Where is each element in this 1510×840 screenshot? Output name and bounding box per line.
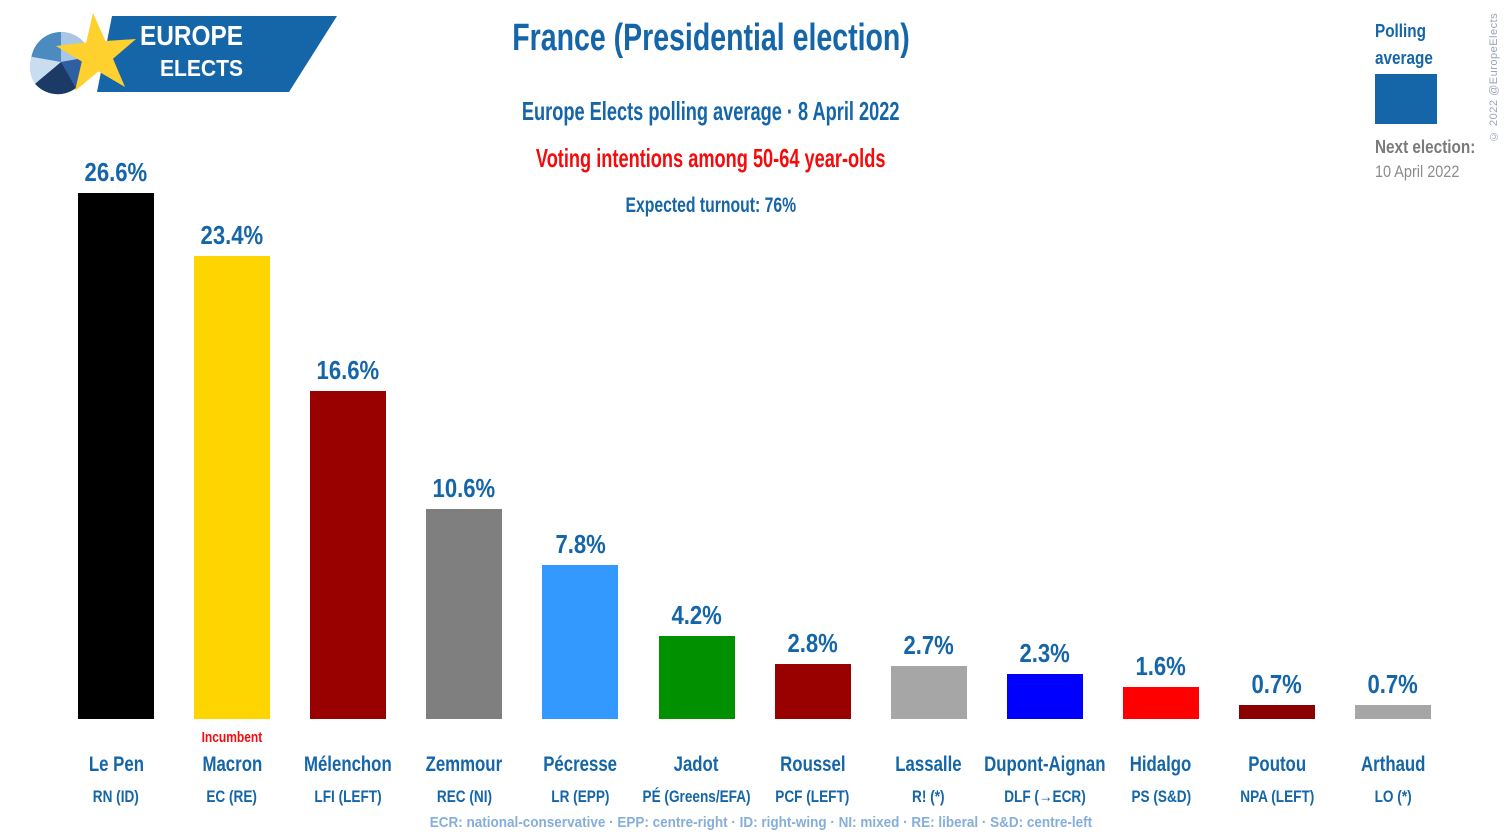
logo-banner	[97, 16, 337, 92]
bar-value-label: 16.6%	[316, 355, 380, 385]
party-label: RN (ID)	[92, 787, 140, 806]
bar-value-label: 0.7%	[1367, 669, 1419, 699]
candidate-label: Zemmour	[426, 753, 503, 776]
candidate-label: Mélenchon	[304, 753, 393, 776]
party-label: PS (S&D)	[1131, 787, 1191, 806]
bar-lassalle	[890, 666, 967, 719]
bar-value-label: 1.6%	[1135, 651, 1187, 681]
party-label: LFI (LEFT)	[314, 787, 382, 806]
party-label: REC (NI)	[436, 787, 492, 806]
bar-poutou	[1239, 705, 1315, 719]
polling-average-label: Polling average	[1375, 21, 1433, 68]
footer-legend: ECR: national-conservative · EPP: centre…	[429, 814, 1093, 831]
candidate-label: Lassalle	[895, 753, 962, 776]
bar-macron	[194, 256, 271, 719]
header: France (Presidential election) Europe El…	[111, 0, 1311, 230]
party-label: DLF (→ECR)	[1003, 787, 1086, 806]
bar-value-label: 0.7%	[1251, 669, 1303, 699]
bar-value-label: 4.2%	[671, 600, 722, 630]
candidate-label: Jadot	[674, 753, 719, 776]
candidate-label: Macron	[202, 753, 262, 776]
candidate-label: Roussel	[779, 753, 846, 776]
candidate-label: Le Pen	[88, 753, 144, 776]
bar-arthaud	[1355, 705, 1432, 719]
bar-value-label: 23.4%	[200, 220, 264, 250]
star-icon	[56, 13, 136, 91]
bar-value-label: 2.3%	[1019, 638, 1070, 668]
next-election-label: Next election:	[1375, 137, 1476, 157]
bar-melenchon	[310, 391, 387, 719]
logo-text-europe: EUROPE	[140, 20, 243, 51]
bar-dupont-aignan	[1006, 674, 1083, 719]
party-label: LO (*)	[1374, 787, 1412, 806]
bar-jadot	[658, 636, 735, 719]
candidate-label: Dupont-Aignan	[984, 753, 1106, 776]
incumbent-note: Incumbent	[201, 729, 263, 746]
party-label: EC (RE)	[206, 787, 258, 806]
subtitle: Europe Elects polling average · 8 April …	[522, 96, 900, 126]
logo-text-elects: ELECTS	[160, 55, 243, 81]
bar-value-label: 2.8%	[787, 628, 838, 658]
bar-value-label: 26.6%	[84, 157, 148, 187]
party-label: R! (*)	[912, 787, 945, 806]
bar-le-pen	[78, 193, 154, 719]
party-label: PÉ (Greens/EFA)	[642, 787, 751, 806]
bar-value-label: 2.7%	[903, 630, 954, 660]
bar-pecresse	[542, 565, 619, 719]
candidate-label: Poutou	[1248, 753, 1306, 776]
polling-average-swatch	[1375, 74, 1437, 124]
bar-value-label: 7.8%	[555, 529, 606, 559]
candidate-label: Pécresse	[543, 753, 618, 776]
turnout-line: Expected turnout: 76%	[625, 194, 797, 217]
page-title: France (Presidential election)	[512, 17, 910, 59]
bar-value-label: 10.6%	[432, 473, 496, 503]
bar-roussel	[774, 664, 851, 719]
candidate-label: Hidalgo	[1130, 753, 1192, 776]
party-label: LR (EPP)	[551, 787, 610, 806]
europe-elects-logo: EUROPE ELECTS	[29, 13, 337, 95]
party-label: NPA (LEFT)	[1239, 787, 1315, 806]
next-election-date: 10 April 2022	[1375, 162, 1460, 181]
bar-zemmour	[426, 509, 503, 719]
bar-hidalgo	[1122, 687, 1199, 719]
audience-line: Voting intentions among 50-64 year-olds	[536, 143, 886, 173]
candidate-label: Arthaud	[1360, 753, 1426, 776]
party-label: PCF (LEFT)	[775, 787, 850, 806]
